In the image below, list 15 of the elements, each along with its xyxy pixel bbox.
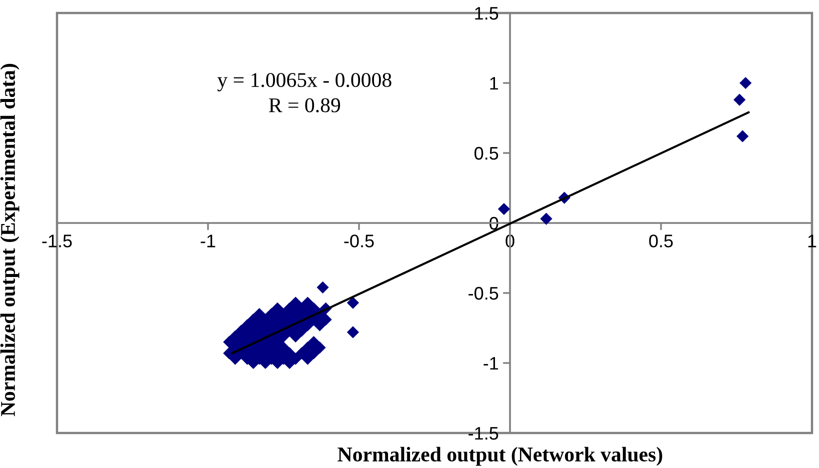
x-tick-label: -1	[200, 234, 216, 248]
y-tick-label: 1.5	[475, 7, 498, 20]
annotation: R = 0.89	[268, 98, 340, 112]
y-tick-label: 0.5	[474, 146, 498, 160]
x-tick-label: -0.5	[344, 234, 374, 248]
x-tick-label: 1	[808, 234, 816, 248]
y-tick-label: -1.5	[468, 427, 498, 440]
x-tick-label: 0.5	[649, 234, 673, 248]
y-axis-title: Normalized output (Experimental data)	[0, 64, 20, 416]
y-tick-label: -1	[484, 357, 498, 370]
x-tick-label: -1.5	[42, 234, 72, 248]
y-tick-label: 1	[490, 77, 498, 90]
annotation: y = 1.0065x - 0.0008	[217, 72, 392, 92]
x-axis-title: Normalized output (Network values)	[338, 446, 662, 466]
y-tick-label: -0.5	[468, 286, 498, 300]
